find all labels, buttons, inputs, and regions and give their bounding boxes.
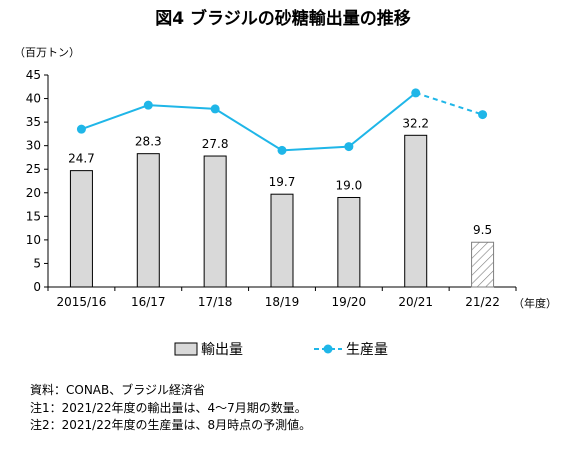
note-1: 注1：2021/22年度の輸出量は、4～7月期の数量。 <box>30 400 307 415</box>
line-point <box>478 110 488 120</box>
x-tick-label: 19/20 <box>332 295 367 309</box>
bar-data-label: 28.3 <box>135 135 162 149</box>
bar-data-label: 24.7 <box>68 152 95 166</box>
legend-line-point <box>323 344 333 354</box>
bar <box>337 196 361 288</box>
bar <box>136 153 160 288</box>
x-tick-label: 21/22 <box>465 295 500 309</box>
bar <box>69 170 93 288</box>
x-tick-label: 18/19 <box>265 295 300 309</box>
chart-title: 図4 ブラジルの砂糖輸出量の推移 <box>155 8 410 29</box>
x-tick-label: 20/21 <box>398 295 433 309</box>
legend-label-exports: 輸出量 <box>201 342 243 358</box>
y-tick-label: 40 <box>26 92 41 106</box>
notes: 資料：CONAB、ブラジル経済省 注1：2021/22年度の輸出量は、4～7月期… <box>30 382 311 435</box>
bar <box>404 134 428 288</box>
bar-data-label: 27.8 <box>202 137 229 151</box>
legend-label-production: 生産量 <box>346 342 388 358</box>
plot-area: 0 5 10 15 20 25 30 35 40 45 2015/16 16/17 17/18 18/19… <box>26 68 517 309</box>
x-tick-label: 17/18 <box>198 295 233 309</box>
y-tick-label: 45 <box>26 68 41 82</box>
y-tick-label: 10 <box>26 233 41 247</box>
line-point <box>411 88 421 98</box>
note-2: 注2：2021/22年度の生産量は、8月時点の予測値。 <box>30 418 312 432</box>
bar-data-label: 19.0 <box>335 178 362 192</box>
y-tick-label: 15 <box>26 209 41 223</box>
y-tick-label: 0 <box>33 280 41 294</box>
x-tick-label: 2015/16 <box>56 295 106 309</box>
y-tick-label: 30 <box>26 139 41 153</box>
y-unit-label: （百万トン） <box>14 46 80 59</box>
x-tick-label: 16/17 <box>131 295 166 309</box>
line-point <box>344 142 354 152</box>
series-line-dashed <box>415 91 483 116</box>
line-point <box>143 100 153 110</box>
x-unit-label: （年度） <box>513 296 557 310</box>
legend: 輸出量 生産量 <box>174 342 388 358</box>
line-point <box>210 104 220 114</box>
y-tick-label: 5 <box>33 256 41 270</box>
y-tick-label: 25 <box>26 162 41 176</box>
series-line-solid <box>81 92 417 152</box>
bar-data-label: 9.5 <box>473 223 492 237</box>
bar <box>270 193 294 288</box>
bar <box>471 241 495 288</box>
line-point <box>277 145 287 155</box>
bar <box>203 155 227 288</box>
bar-data-label: 19.7 <box>269 175 296 189</box>
line-point <box>76 124 86 134</box>
note-source: 資料：CONAB、ブラジル経済省 <box>30 383 206 397</box>
y-tick-label: 35 <box>26 115 41 129</box>
y-tick-label: 20 <box>26 186 41 200</box>
bar-data-label: 32.2 <box>402 116 429 130</box>
legend-bar-swatch <box>174 342 198 356</box>
